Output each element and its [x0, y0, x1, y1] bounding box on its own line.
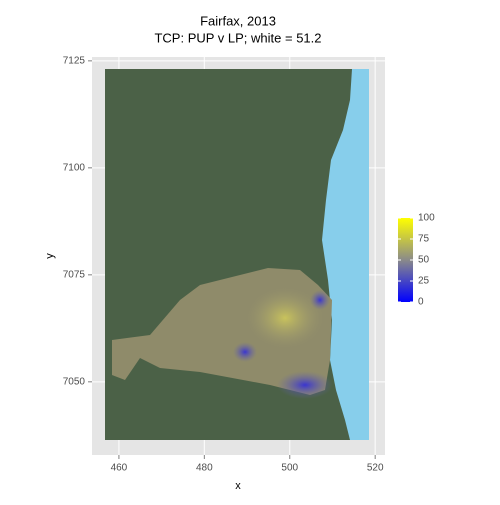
colorbar-label: 50 — [418, 255, 430, 266]
x-tick-label: 480 — [196, 463, 213, 474]
colorbar-label: 0 — [418, 297, 424, 308]
y-tick-label: 7125 — [63, 55, 86, 66]
low-zone — [233, 342, 257, 362]
colorbar-label: 25 — [418, 276, 430, 287]
colorbar-label: 75 — [418, 234, 430, 245]
x-tick-label: 460 — [111, 463, 128, 474]
y-tick-label: 7100 — [63, 162, 86, 173]
x-tick-label: 520 — [367, 463, 384, 474]
y-tick-label: 7050 — [63, 376, 86, 387]
y-tick-label: 7075 — [63, 269, 86, 280]
x-axis-label: x — [235, 480, 241, 492]
low-zone — [277, 371, 333, 399]
x-tick-label: 500 — [281, 463, 298, 474]
map-raster — [105, 69, 369, 440]
colorbar — [398, 218, 413, 302]
chart-title: Fairfax, 2013 — [200, 13, 276, 28]
low-zone — [310, 290, 330, 310]
chart-subtitle: TCP: PUP v LP; white = 51.2 — [154, 30, 321, 45]
colorbar-label: 100 — [418, 213, 435, 224]
y-axis-label: y — [44, 253, 56, 259]
high-zone — [247, 288, 323, 348]
